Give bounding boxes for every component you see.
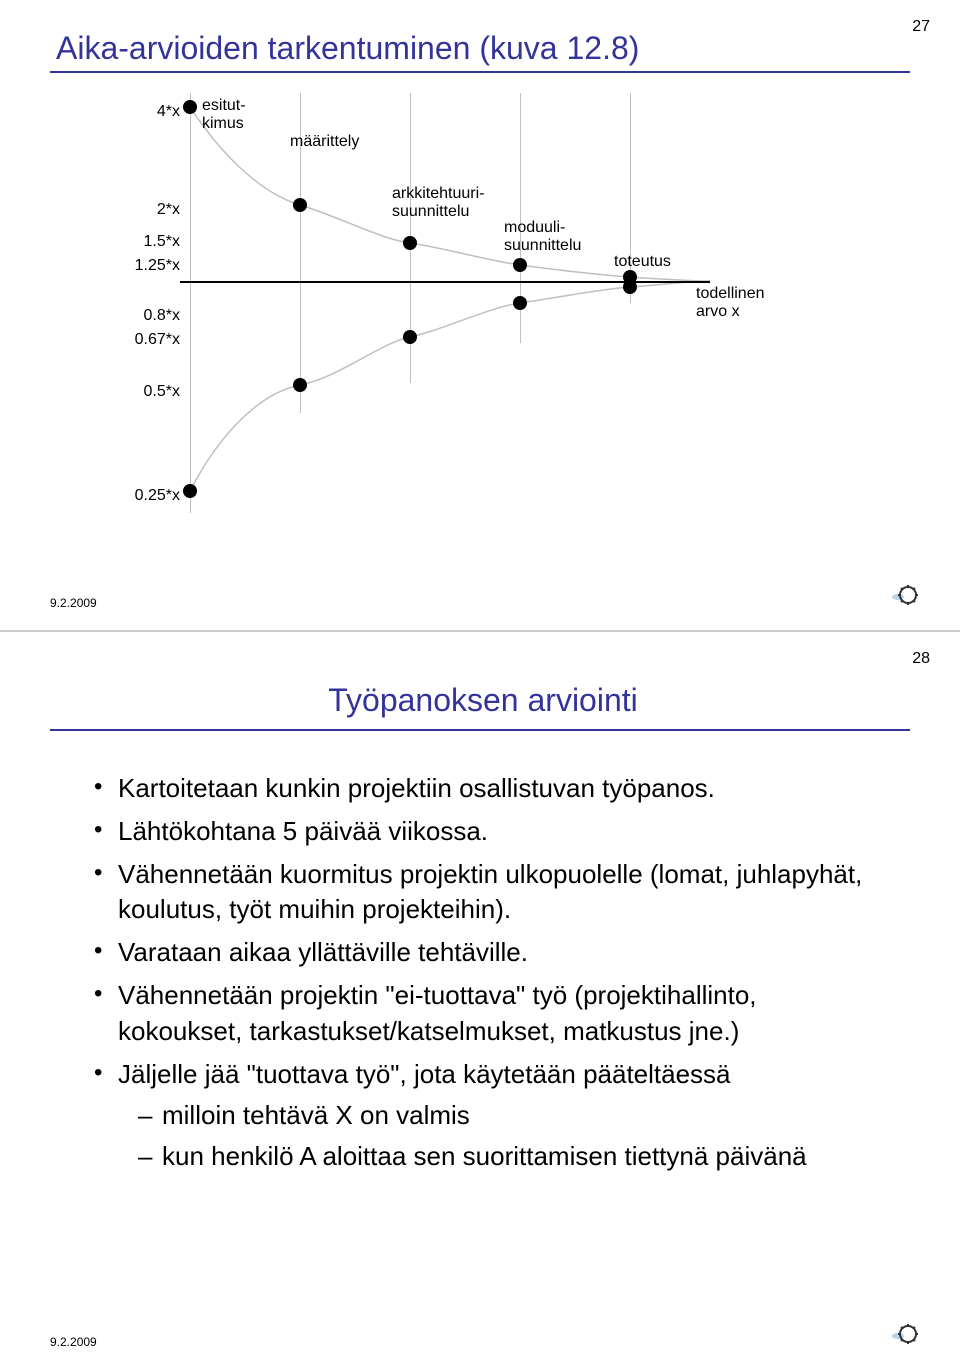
- stage-label: todellinen arvo x: [696, 285, 796, 321]
- y-axis-label: 0.25*x: [120, 487, 180, 505]
- chart-point: [623, 280, 637, 294]
- gear-icon: [892, 1322, 920, 1351]
- stage-label: toteutus: [614, 253, 704, 271]
- footer-date: 9.2.2009: [50, 1335, 97, 1349]
- chart-point: [403, 330, 417, 344]
- stage-label: määrittely: [290, 133, 390, 151]
- bullet-item: Vähennetään kuormitus projektin ulkopuol…: [90, 857, 880, 927]
- chart-point: [513, 258, 527, 272]
- y-axis-label: 1.25*x: [120, 257, 180, 275]
- y-axis-label: 1.5*x: [120, 233, 180, 251]
- footer-date: 9.2.2009: [50, 596, 97, 610]
- chart-point: [293, 378, 307, 392]
- y-axis-label: 2*x: [120, 201, 180, 219]
- estimation-chart: 4*x 2*x 1.5*x 1.25*x 0.8*x 0.67*x 0.5*x 0.25*x e…: [120, 93, 820, 523]
- chart-point: [513, 296, 527, 310]
- sub-bullet-list: milloin tehtävä X on valmis kun henkilö …: [138, 1098, 880, 1174]
- slide-27: 27 Aika-arvioiden tarkentuminen (kuva 12…: [0, 0, 960, 630]
- y-axis-label: 0.67*x: [120, 331, 180, 349]
- bullet-item: Jäljelle jää "tuottava työ", jota käytet…: [90, 1057, 880, 1174]
- chart-point: [293, 198, 307, 212]
- chart-point: [403, 236, 417, 250]
- page-number: 27: [912, 18, 930, 36]
- gear-icon: [892, 583, 920, 612]
- slide-title: Työpanoksen arviointi: [50, 682, 910, 731]
- bullet-item: Vähennetään projektin "ei-tuottava" työ …: [90, 978, 880, 1048]
- stage-label: moduuli- suunnittelu: [504, 219, 614, 255]
- y-axis-label: 0.8*x: [120, 307, 180, 325]
- slide-title: Aika-arvioiden tarkentuminen (kuva 12.8): [50, 30, 910, 73]
- y-axis-label: 4*x: [120, 103, 180, 121]
- stage-label: esitut- kimus: [202, 97, 282, 133]
- bullet-list: Kartoitetaan kunkin projektiin osallistu…: [90, 771, 880, 1174]
- chart-gridline: [190, 93, 191, 513]
- y-axis-label: 0.5*x: [120, 383, 180, 401]
- sub-bullet-item: kun henkilö A aloittaa sen suorittamisen…: [138, 1139, 880, 1174]
- bullet-item: Kartoitetaan kunkin projektiin osallistu…: [90, 771, 880, 806]
- slide-28: 28 Työpanoksen arviointi Kartoitetaan ku…: [0, 632, 960, 1369]
- stage-label: arkkitehtuuri- suunnittelu: [392, 185, 522, 221]
- chart-point: [183, 484, 197, 498]
- sub-bullet-item: milloin tehtävä X on valmis: [138, 1098, 880, 1133]
- bullet-text: Jäljelle jää "tuottava työ", jota käytet…: [118, 1059, 731, 1089]
- page-number: 28: [912, 650, 930, 668]
- bullet-item: Varataan aikaa yllättäville tehtäville.: [90, 935, 880, 970]
- chart-point: [183, 100, 197, 114]
- bullet-item: Lähtökohtana 5 päivää viikossa.: [90, 814, 880, 849]
- lower-curve: [190, 281, 710, 491]
